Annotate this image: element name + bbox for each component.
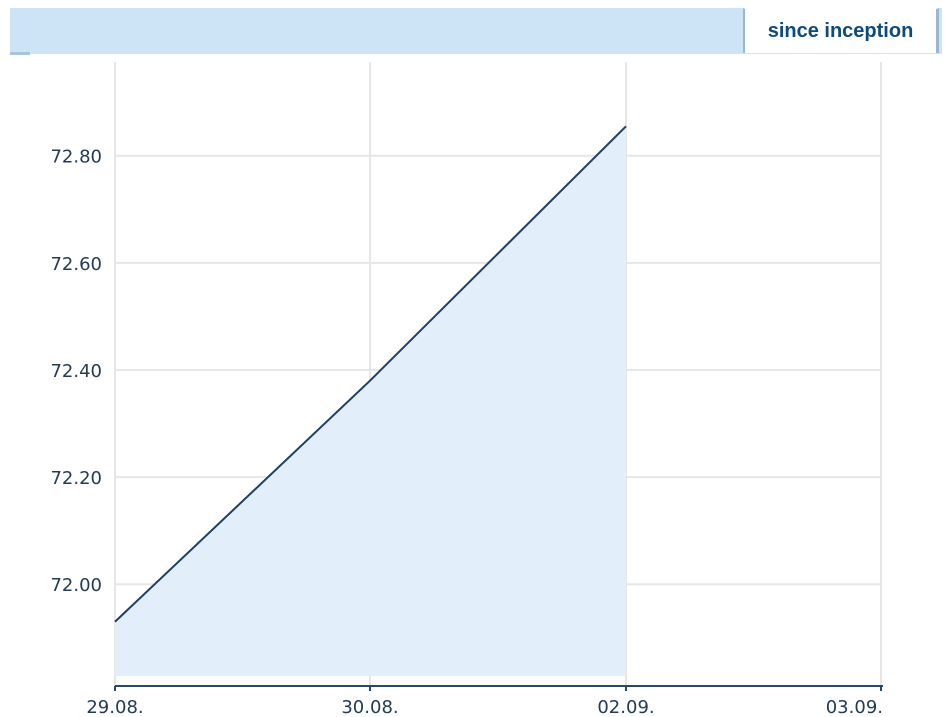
x-axis-ticks: 29.08. 30.08. 02.09. 03.09.: [86, 686, 883, 717]
x-tick-label: 29.08.: [86, 697, 143, 717]
y-tick-label: 72.40: [50, 361, 102, 382]
y-axis-ticks: 72.00 72.20 72.40 72.60 72.80: [50, 147, 102, 596]
series-line: [114, 125, 627, 623]
x-tick-label: 02.09.: [597, 697, 654, 717]
y-tick-label: 72.20: [50, 468, 102, 489]
x-tick-label: 30.08.: [341, 697, 398, 717]
y-tick-label: 72.80: [50, 147, 102, 168]
x-tick-label: 03.09.: [826, 697, 883, 717]
y-tick-label: 72.60: [50, 254, 102, 275]
area-fill: [115, 126, 626, 677]
tab-since-inception[interactable]: since inception: [743, 8, 939, 53]
tab-bar-edge: [10, 52, 30, 55]
y-tick-label: 72.00: [50, 575, 102, 596]
